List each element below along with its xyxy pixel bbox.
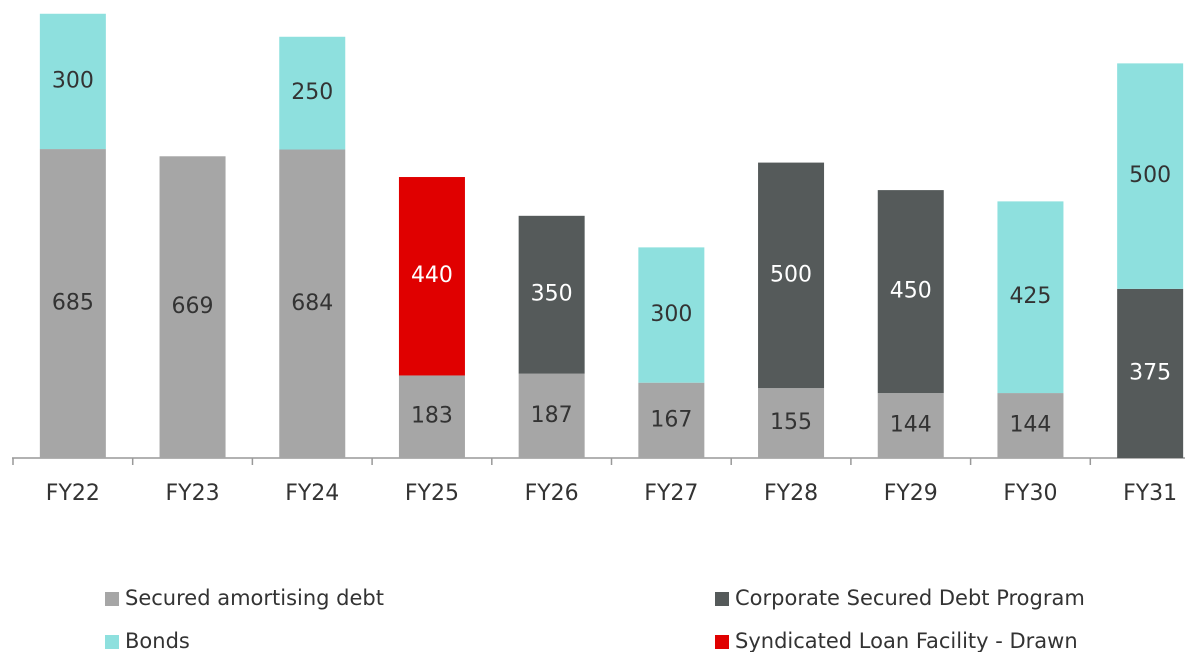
data-label: 155 bbox=[770, 410, 812, 435]
bar-segment bbox=[398, 375, 465, 458]
bar-segment bbox=[518, 215, 585, 374]
bar-segment bbox=[758, 388, 825, 458]
data-label: 450 bbox=[890, 279, 932, 304]
legend-swatch bbox=[105, 635, 119, 649]
x-tick-label: FY23 bbox=[166, 481, 220, 506]
bar-segment bbox=[279, 149, 346, 459]
legend-swatch bbox=[715, 635, 729, 649]
bar-segment bbox=[638, 247, 705, 383]
legend-swatch bbox=[715, 592, 729, 606]
data-label: 500 bbox=[770, 262, 812, 287]
legend-label: Syndicated Loan Facility - Drawn bbox=[735, 629, 1078, 652]
data-label: 425 bbox=[1009, 284, 1051, 309]
data-label: 167 bbox=[650, 407, 692, 432]
data-label: 685 bbox=[52, 291, 94, 316]
bar-segment bbox=[1117, 63, 1184, 289]
data-label: 375 bbox=[1129, 360, 1171, 385]
x-tick-label: FY28 bbox=[764, 481, 818, 506]
data-label: 500 bbox=[1129, 163, 1171, 188]
data-label: 144 bbox=[1009, 413, 1051, 438]
bar-segment bbox=[39, 149, 106, 458]
bar-segment bbox=[1117, 288, 1184, 458]
data-label: 250 bbox=[291, 80, 333, 105]
data-label: 440 bbox=[411, 263, 453, 288]
bar-segment bbox=[279, 36, 346, 150]
bar-segment bbox=[398, 177, 465, 376]
bar-segment bbox=[159, 156, 226, 458]
data-label: 300 bbox=[52, 68, 94, 93]
bar-segment bbox=[997, 201, 1064, 394]
x-tick-label: FY24 bbox=[285, 481, 339, 506]
data-label: 350 bbox=[531, 282, 573, 307]
legend-label: Bonds bbox=[125, 629, 190, 652]
bar-segment bbox=[758, 162, 825, 389]
x-tick-label: FY25 bbox=[405, 481, 459, 506]
legend-swatch bbox=[105, 592, 119, 606]
bar-segment bbox=[877, 393, 944, 458]
x-tick-label: FY30 bbox=[1003, 481, 1057, 506]
x-tick-label: FY22 bbox=[46, 481, 100, 506]
x-tick-label: FY26 bbox=[525, 481, 579, 506]
data-label: 684 bbox=[291, 291, 333, 316]
bar-segment bbox=[518, 373, 585, 458]
bar-segment bbox=[877, 190, 944, 394]
x-tick-label: FY27 bbox=[644, 481, 698, 506]
data-label: 187 bbox=[531, 403, 573, 428]
x-tick-label: FY29 bbox=[884, 481, 938, 506]
legend-label: Secured amortising debt bbox=[125, 586, 384, 610]
data-label: 669 bbox=[172, 294, 214, 319]
bar-segment bbox=[997, 393, 1064, 458]
legend-label: Corporate Secured Debt Program bbox=[735, 586, 1085, 610]
bar-segment bbox=[638, 382, 705, 458]
bar-segment bbox=[39, 13, 106, 150]
data-label: 144 bbox=[890, 413, 932, 438]
x-tick-label: FY31 bbox=[1123, 481, 1177, 506]
data-label: 183 bbox=[411, 404, 453, 429]
data-label: 300 bbox=[650, 302, 692, 327]
